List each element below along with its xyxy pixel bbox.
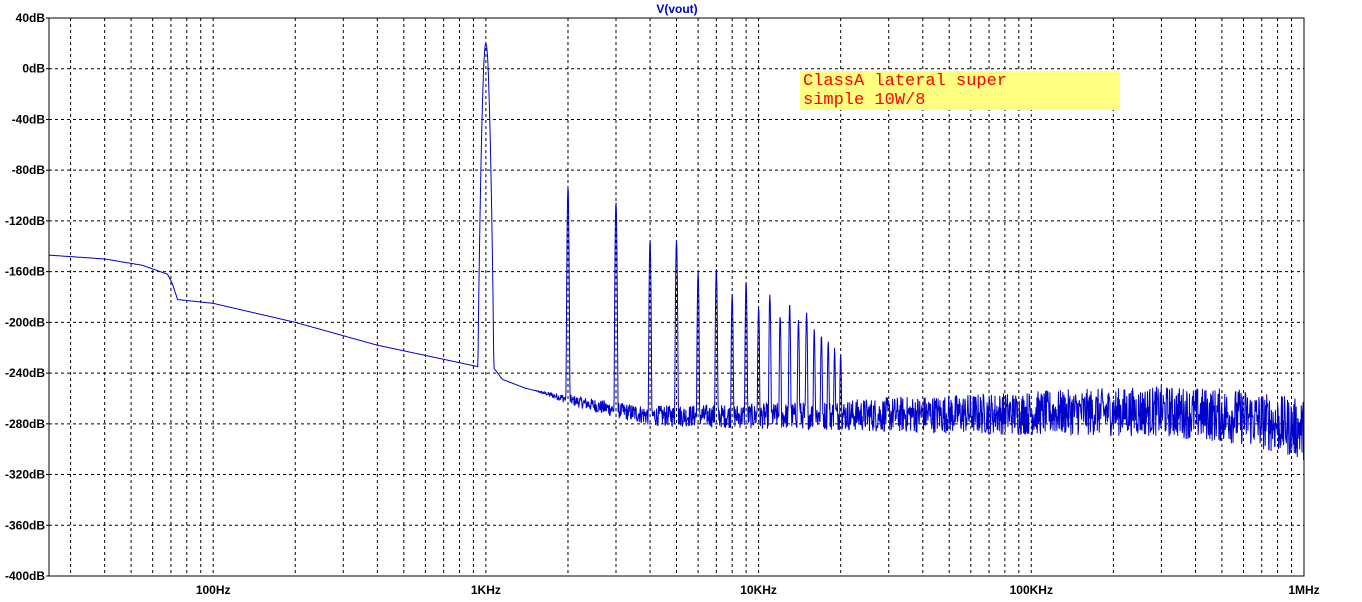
annotation-line-1: ClassA lateral super (803, 72, 1008, 91)
x-tick-label: 1MHz (1288, 583, 1319, 597)
x-tick-label: 10KHz (740, 583, 777, 597)
x-tick-label: 100Hz (196, 583, 231, 597)
y-tick-label: 0dB (22, 62, 45, 76)
x-tick-label: 100KHz (1010, 583, 1053, 597)
spectrum-trace (49, 42, 1305, 461)
y-axis-ticks: 40dB 0dB -40dB -80dB -120dB -160dB -200dB -240d… (5, 11, 49, 583)
y-tick-label: -360dB (5, 518, 45, 532)
y-tick-label: -200dB (5, 315, 45, 329)
annotation-box: ClassA lateral super simple 10W/8 (800, 71, 1120, 110)
y-tick-label: 40dB (16, 11, 46, 25)
y-tick-label: -240dB (5, 366, 45, 380)
chart-title: V(vout) (656, 2, 697, 16)
grid (49, 18, 1304, 576)
y-tick-label: -320dB (5, 468, 45, 482)
y-tick-label: -280dB (5, 417, 45, 431)
x-tick-label: 1KHz (471, 583, 501, 597)
y-tick-label: -400dB (5, 569, 45, 583)
y-tick-label: -160dB (5, 265, 45, 279)
plot-frame (48, 17, 1305, 577)
y-tick-label: -120dB (5, 214, 45, 228)
annotation-line-2: simple 10W/8 (803, 91, 926, 110)
x-axis-ticks: 100Hz 1KHz 10KHz 100KHz 1MHz (196, 583, 1320, 597)
y-tick-label: -80dB (12, 163, 46, 177)
y-tick-label: -40dB (12, 112, 46, 126)
